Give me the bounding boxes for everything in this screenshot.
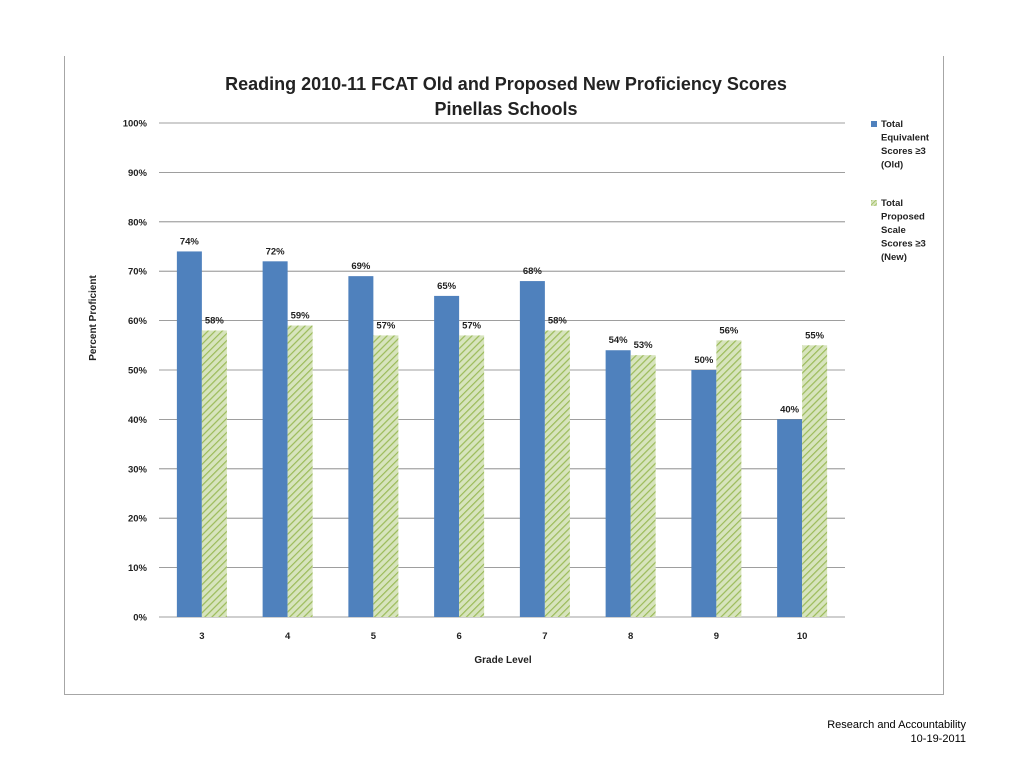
legend-entry: Total Proposed Scale Scores ≥3 (New) bbox=[881, 198, 926, 263]
x-tick-label: 9 bbox=[714, 631, 719, 642]
data-label: 72% bbox=[266, 246, 286, 257]
x-tick-label: 5 bbox=[371, 631, 377, 642]
y-tick-label: 60% bbox=[128, 316, 148, 327]
y-tick-label: 10% bbox=[128, 563, 148, 574]
legend: Total Equivalent Scores ≥3 (Old) Total Propos… bbox=[871, 119, 930, 263]
y-tick-label: 100% bbox=[123, 119, 148, 130]
bar bbox=[434, 295, 460, 617]
data-label: 74% bbox=[180, 236, 200, 247]
y-tick-label: 80% bbox=[128, 217, 148, 228]
grid-layer bbox=[159, 122, 845, 618]
x-tick-labels: 3 4 5 6 7 8 9 10 bbox=[199, 631, 807, 642]
footer: Research and Accountability 10-19-2011 bbox=[827, 718, 966, 746]
x-tick-label: 8 bbox=[628, 631, 633, 642]
bar bbox=[373, 335, 399, 617]
bar bbox=[630, 355, 656, 617]
bar bbox=[519, 281, 545, 617]
y-tick-label: 70% bbox=[128, 267, 148, 278]
legend-swatch bbox=[871, 121, 877, 127]
data-label: 40% bbox=[780, 404, 800, 415]
bar bbox=[176, 251, 202, 617]
bar bbox=[262, 261, 288, 617]
bar bbox=[802, 345, 828, 617]
x-tick-label: 6 bbox=[456, 631, 461, 642]
bar bbox=[544, 330, 570, 617]
data-label: 57% bbox=[376, 320, 396, 331]
data-label: 59% bbox=[291, 311, 311, 322]
data-label: 68% bbox=[523, 266, 543, 277]
bar bbox=[691, 370, 717, 617]
y-axis-label: Percent Proficient bbox=[88, 275, 99, 361]
data-label: 58% bbox=[548, 315, 568, 326]
data-labels: 74% 58% 72% 59% 69% 57% 65% 57% 68% 58% 54% 53% 50% 5… bbox=[180, 236, 825, 415]
footer-department: Research and Accountability bbox=[827, 719, 966, 731]
bar bbox=[287, 325, 313, 617]
data-label: 54% bbox=[609, 335, 629, 346]
y-tick-label: 40% bbox=[128, 415, 148, 426]
y-tick-label: 20% bbox=[128, 514, 148, 525]
bar bbox=[777, 419, 803, 617]
bar bbox=[716, 340, 742, 617]
bar bbox=[348, 276, 374, 617]
x-tick-label: 10 bbox=[797, 631, 808, 642]
bar-layer bbox=[176, 251, 828, 617]
legend-swatch bbox=[871, 200, 877, 206]
x-tick-label: 4 bbox=[285, 631, 291, 642]
y-tick-labels: 0% 10% 20% 30% 40% 50% 60% 70% 80% 90% 100% bbox=[123, 119, 148, 624]
data-label: 57% bbox=[462, 320, 482, 331]
bar bbox=[201, 330, 227, 617]
y-tick-label: 50% bbox=[128, 366, 148, 377]
chart-svg: Reading 2010-11 FCAT Old and Proposed Ne… bbox=[88, 74, 930, 666]
y-tick-label: 0% bbox=[133, 613, 147, 624]
data-label: 56% bbox=[719, 325, 739, 336]
data-label: 58% bbox=[205, 315, 225, 326]
chart-frame: Reading 2010-11 FCAT Old and Proposed Ne… bbox=[64, 56, 944, 695]
bar bbox=[605, 350, 631, 617]
chart-title: Reading 2010-11 FCAT Old and Proposed Ne… bbox=[225, 74, 787, 94]
legend-entry: Total Equivalent Scores ≥3 (Old) bbox=[881, 119, 930, 171]
chart-subtitle: Pinellas Schools bbox=[434, 99, 577, 119]
footer-date: 10-19-2011 bbox=[910, 733, 966, 745]
data-label: 50% bbox=[694, 355, 714, 366]
x-axis-label: Grade Level bbox=[474, 655, 531, 666]
y-tick-label: 90% bbox=[128, 168, 148, 179]
data-label: 55% bbox=[805, 330, 825, 341]
x-tick-label: 7 bbox=[542, 631, 547, 642]
data-label: 53% bbox=[634, 340, 654, 351]
x-tick-label: 3 bbox=[199, 631, 204, 642]
data-label: 69% bbox=[351, 261, 371, 272]
bar bbox=[459, 335, 485, 617]
y-tick-label: 30% bbox=[128, 464, 148, 475]
data-label: 65% bbox=[437, 281, 457, 292]
